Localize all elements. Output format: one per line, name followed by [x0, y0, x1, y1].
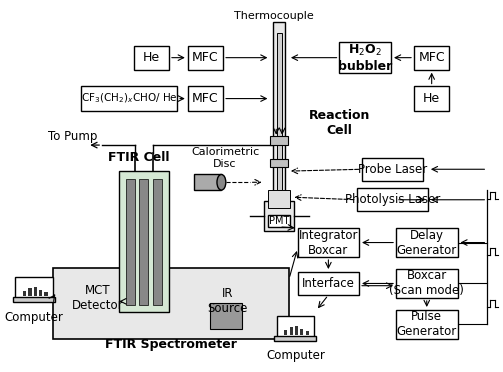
- Bar: [53, 268, 289, 339]
- Bar: [277, 316, 314, 337]
- Bar: [414, 86, 449, 111]
- Bar: [275, 336, 316, 341]
- Bar: [300, 329, 303, 335]
- Text: Computer: Computer: [266, 349, 325, 362]
- Bar: [295, 326, 298, 335]
- Bar: [284, 330, 287, 335]
- Text: Calorimetric
Disc: Calorimetric Disc: [191, 147, 259, 169]
- Bar: [44, 292, 47, 296]
- Text: Computer: Computer: [5, 311, 64, 324]
- Text: Pulse
Generator: Pulse Generator: [397, 310, 457, 339]
- Bar: [188, 86, 223, 111]
- Bar: [270, 159, 288, 167]
- Bar: [29, 288, 32, 296]
- Bar: [357, 188, 428, 211]
- Bar: [13, 297, 55, 302]
- Bar: [39, 290, 42, 296]
- Text: Probe Laser: Probe Laser: [358, 163, 427, 176]
- Bar: [34, 287, 37, 296]
- Bar: [268, 190, 290, 208]
- Bar: [396, 269, 458, 298]
- Bar: [23, 291, 26, 296]
- Bar: [396, 228, 458, 257]
- Text: Photolysis Laser: Photolysis Laser: [345, 193, 440, 206]
- Text: Thermocouple: Thermocouple: [234, 11, 314, 20]
- Text: Interface: Interface: [302, 277, 355, 290]
- Bar: [16, 277, 53, 298]
- Bar: [414, 46, 449, 70]
- Bar: [126, 179, 135, 305]
- Bar: [134, 46, 169, 70]
- Text: MFC: MFC: [418, 51, 445, 64]
- Text: CF$_3$(CH$_2$)$_x$CHO/ He: CF$_3$(CH$_2$)$_x$CHO/ He: [81, 92, 178, 105]
- Bar: [277, 33, 282, 190]
- Text: MFC: MFC: [192, 92, 219, 105]
- Bar: [210, 303, 242, 329]
- Bar: [340, 42, 391, 74]
- Bar: [306, 331, 309, 335]
- Text: To Pump: To Pump: [48, 130, 97, 143]
- Bar: [290, 327, 293, 335]
- Bar: [153, 179, 162, 305]
- Text: MCT
Detector: MCT Detector: [71, 283, 123, 312]
- Bar: [362, 158, 423, 181]
- Bar: [396, 310, 458, 339]
- Bar: [270, 136, 288, 145]
- Text: Reaction
Cell: Reaction Cell: [309, 109, 370, 137]
- Bar: [269, 215, 290, 227]
- Bar: [119, 171, 169, 312]
- Bar: [188, 46, 223, 70]
- Bar: [194, 174, 221, 190]
- Bar: [139, 179, 148, 305]
- Text: Delay
Generator: Delay Generator: [397, 228, 457, 257]
- Text: He: He: [143, 51, 160, 64]
- Bar: [265, 201, 294, 231]
- Text: Boxcar
(Scan mode): Boxcar (Scan mode): [389, 269, 464, 298]
- Text: IR
Source: IR Source: [207, 287, 248, 315]
- Text: He: He: [423, 92, 440, 105]
- Text: Integrator
Boxcar: Integrator Boxcar: [299, 228, 358, 257]
- Text: H$_2$O$_2$
bubbler: H$_2$O$_2$ bubbler: [338, 43, 392, 73]
- Bar: [81, 86, 177, 111]
- Text: FTIR Cell: FTIR Cell: [108, 151, 170, 164]
- Bar: [298, 228, 359, 257]
- Bar: [298, 272, 359, 295]
- Ellipse shape: [217, 174, 226, 190]
- Text: MFC: MFC: [192, 51, 219, 64]
- Text: FTIR Spectrometer: FTIR Spectrometer: [105, 339, 237, 351]
- Text: PMT: PMT: [269, 216, 289, 226]
- Bar: [273, 22, 285, 208]
